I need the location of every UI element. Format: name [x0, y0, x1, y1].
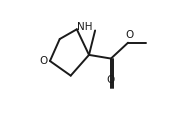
Text: NH: NH [77, 22, 93, 32]
Text: O: O [39, 56, 47, 66]
Text: O: O [107, 75, 115, 85]
Text: O: O [125, 30, 133, 40]
